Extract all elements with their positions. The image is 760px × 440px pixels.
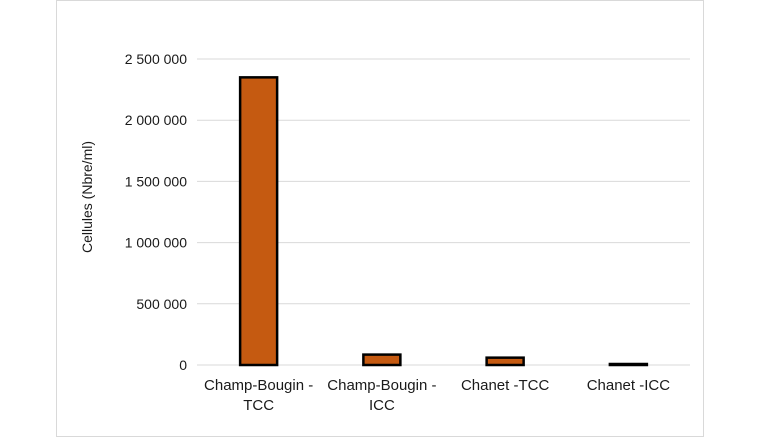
y-tick-label: 500 000 xyxy=(136,296,187,312)
y-tick-label: 2 000 000 xyxy=(125,112,187,128)
bar xyxy=(608,362,649,367)
y-axis-label: Cellules (Nbre/ml) xyxy=(79,141,95,253)
x-tick-label-line: TCC xyxy=(243,397,274,414)
y-tick-label: 1 500 000 xyxy=(125,173,187,189)
x-tick-label: Champ-Bougin - TCC xyxy=(204,377,313,414)
x-tick-label: Chanet -TCC xyxy=(461,377,550,394)
x-tick-label: Champ-Bougin - ICC xyxy=(327,377,436,414)
y-tick-labels: 0 500 000 1 000 000 1 500 000 2 000 000 2 500… xyxy=(125,51,188,373)
bar xyxy=(485,356,525,367)
x-tick-label-line: Chanet -ICC xyxy=(587,377,671,394)
bar xyxy=(362,353,402,367)
x-tick-labels: Champ-Bougin - TCC Champ-Bougin - ICC Chanet… xyxy=(204,377,670,414)
bars xyxy=(238,76,649,367)
x-tick-label-line: Champ-Bougin - xyxy=(204,377,313,394)
x-tick-label: Chanet -ICC xyxy=(587,377,671,394)
grid-lines xyxy=(197,58,690,366)
y-tick-label: 2 500 000 xyxy=(125,51,187,67)
x-tick-label-line: Chanet -TCC xyxy=(461,377,550,394)
bar xyxy=(238,76,279,367)
y-tick-label: 1 000 000 xyxy=(125,235,187,251)
x-tick-label-line: ICC xyxy=(369,397,395,414)
x-tick-label-line: Champ-Bougin - xyxy=(327,377,436,394)
y-tick-label: 0 xyxy=(179,357,187,373)
